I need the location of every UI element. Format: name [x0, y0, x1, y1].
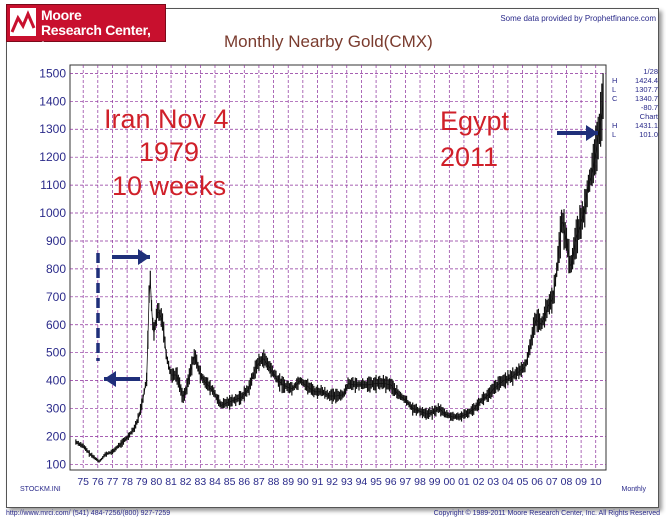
annotation-iran-line2: 1979 [139, 137, 199, 167]
moore-research-logo: Moore Research Center, Inc. [6, 4, 166, 54]
summary-value: Chart [639, 112, 658, 121]
summary-row: Chart [612, 112, 658, 121]
price-summary-panel: 1/28 H 1424.4 L 1307.7 C 1340.7 -80.7 Chart H 143… [612, 67, 658, 139]
y-tick-label: 100 [46, 457, 66, 471]
x-tick-label: 01 [458, 476, 470, 488]
annotation-iran-line1: Iran Nov 4 [104, 104, 229, 134]
summary-key: H [612, 76, 618, 85]
x-tick-label: 77 [107, 476, 119, 488]
y-tick-label: 300 [46, 402, 66, 416]
summary-value: -80.7 [640, 103, 658, 112]
summary-date: 1/28 [643, 67, 658, 76]
annotation-arrows [96, 125, 598, 387]
x-tick-label: 87 [253, 476, 265, 488]
x-tick-label: 98 [414, 476, 426, 488]
x-tick-label: 94 [356, 476, 368, 488]
x-tick-label: 95 [370, 476, 382, 488]
summary-row: H 1431.1 [612, 121, 658, 130]
footer-contact: http://www.mrci.com/ (541) 484-7256/(800… [6, 510, 171, 517]
summary-value: 1307.7 [635, 85, 658, 94]
x-tick-label: 84 [209, 476, 221, 488]
summary-key: C [612, 94, 618, 103]
logo-mark-icon [10, 8, 36, 36]
annotation-egypt-line1: Egypt [440, 106, 510, 136]
y-tick-label: 800 [46, 262, 66, 276]
y-tick-label: 700 [46, 290, 66, 304]
x-tick-label: 07 [546, 476, 558, 488]
summary-row: H 1424.4 [612, 76, 658, 85]
annotation-egypt-line2: 2011 [440, 142, 498, 172]
logo-line-2: Research Center, Inc. [41, 22, 151, 54]
y-tick-label: 1300 [39, 122, 66, 136]
summary-key: L [612, 85, 617, 94]
x-tick-label: 03 [487, 476, 499, 488]
x-tick-label: 91 [312, 476, 324, 488]
y-tick-label: 200 [46, 429, 66, 443]
x-tick-label: 90 [297, 476, 309, 488]
x-tick-label: 86 [238, 476, 250, 488]
x-tick-label: 82 [180, 476, 192, 488]
x-tick-label: 78 [121, 476, 133, 488]
x-axis-labels: 75 76 77 78 79 80 81 82 83 84 85 86 87 88 89 90 91 92 93 94… [77, 476, 601, 488]
x-tick-label: 09 [575, 476, 587, 488]
summary-value: 101.0 [639, 130, 658, 139]
y-tick-label: 500 [46, 346, 66, 360]
annotation-iran-line3: 10 weeks [112, 171, 226, 201]
y-tick-label: 1100 [40, 178, 66, 192]
summary-key: H [612, 121, 618, 130]
y-tick-label: 900 [46, 234, 66, 248]
x-tick-label: 97 [400, 476, 412, 488]
summary-key: L [612, 130, 617, 139]
y-tick-label: 1200 [39, 150, 66, 164]
summary-value: 1424.4 [635, 76, 658, 85]
x-tick-label: 83 [194, 476, 206, 488]
period-label: Monthly [621, 486, 646, 493]
y-tick-label: 600 [46, 318, 66, 332]
x-tick-label: 04 [502, 476, 514, 488]
plot-area [69, 64, 607, 471]
y-tick-label: 1000 [39, 206, 66, 220]
summary-value: 1340.7 [635, 94, 658, 103]
y-tick-label: 1500 [39, 66, 66, 80]
x-tick-label: 76 [92, 476, 104, 488]
x-tick-label: 89 [282, 476, 294, 488]
arrow-base-1979-head [104, 371, 116, 387]
price-line [75, 101, 604, 462]
x-tick-label: 00 [443, 476, 455, 488]
logo-line-1: Moore [41, 7, 82, 23]
x-tick-label: 75 [77, 476, 89, 488]
x-tick-label: 02 [473, 476, 485, 488]
y-axis-labels: 100 200 300 400 500 600 700 800 900 1000 1100 1200 1… [39, 66, 66, 471]
footer-copyright: Copyright © 1989-2011 Moore Research Cen… [433, 510, 660, 517]
x-tick-label: 05 [517, 476, 529, 488]
x-tick-label: 79 [136, 476, 148, 488]
arrow-egypt-2011-head [586, 125, 598, 141]
x-tick-label: 81 [165, 476, 177, 488]
chart-title: Monthly Nearby Gold(CMX) [224, 32, 433, 51]
summary-row: L 1307.7 [612, 85, 658, 94]
x-tick-label: 92 [326, 476, 338, 488]
symbol-label: STOCKM.INI [20, 486, 61, 493]
summary-row: L 101.0 [612, 130, 658, 139]
x-tick-label: 08 [561, 476, 573, 488]
x-tick-label: 93 [341, 476, 353, 488]
x-tick-label: 88 [268, 476, 280, 488]
x-tick-label: 06 [531, 476, 543, 488]
data-provider-note: Some data provided by Prophetfinance.com [500, 14, 656, 23]
x-tick-label: 96 [385, 476, 397, 488]
x-tick-label: 99 [429, 476, 441, 488]
x-tick-label: 85 [224, 476, 236, 488]
y-tick-label: 1400 [39, 94, 66, 108]
x-tick-label: 10 [590, 476, 602, 488]
summary-row: -80.7 [612, 103, 658, 112]
x-tick-label: 80 [151, 476, 163, 488]
summary-value: 1431.1 [635, 121, 658, 130]
y-tick-label: 400 [46, 374, 66, 388]
price-series [75, 73, 604, 463]
arrow-peak-1980-head [138, 249, 150, 265]
summary-row: C 1340.7 [612, 94, 658, 103]
